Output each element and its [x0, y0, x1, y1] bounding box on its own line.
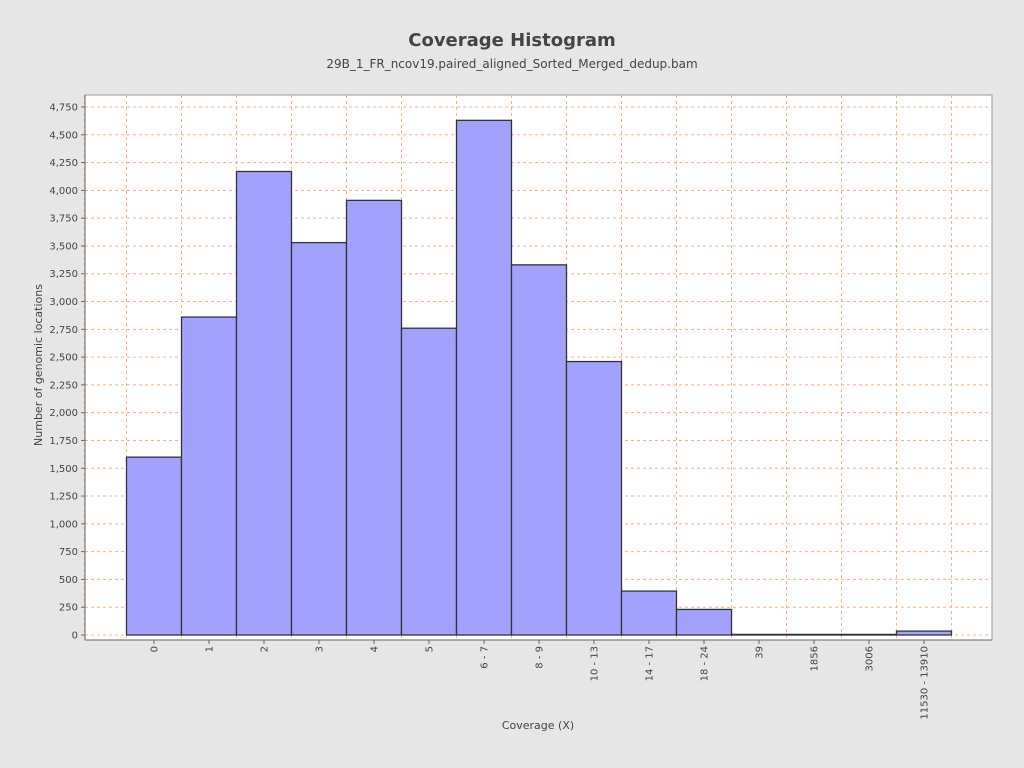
histogram-bar: [180, 316, 238, 636]
y-tick-label: 2,250: [49, 380, 78, 391]
x-tick-label: 6 - 7: [480, 646, 491, 669]
x-tick-label: 3006: [865, 646, 876, 671]
histogram-bar: [840, 633, 898, 636]
x-tick-label: 14 - 17: [645, 646, 656, 681]
x-tick-label: 39: [755, 646, 766, 659]
x-tick-label: 2: [260, 646, 271, 652]
y-tick-label: 2,500: [49, 353, 78, 364]
bars: [125, 119, 953, 636]
x-tick-label: 0: [150, 646, 161, 652]
y-tick-label: 1,000: [49, 519, 78, 530]
y-tick-label: 3,250: [49, 269, 78, 280]
histogram-bar: [785, 633, 843, 636]
y-tick-label: 4,250: [49, 158, 78, 169]
histogram-bar: [510, 264, 568, 636]
y-tick-label: 1,250: [49, 492, 78, 503]
histogram-bar: [565, 360, 623, 636]
histogram-bar: [290, 241, 348, 636]
y-tick-label: 4,000: [49, 186, 78, 197]
x-axis-label: Coverage (X): [502, 719, 574, 732]
x-tick-label: 3: [315, 646, 326, 652]
x-tick-label: 1: [205, 646, 216, 652]
y-tick-label: 250: [59, 603, 78, 614]
histogram-bar: [235, 170, 293, 636]
y-tick-label: 1,750: [49, 436, 78, 447]
x-tick-label: 10 - 13: [590, 646, 601, 681]
histogram-bar: [675, 608, 733, 636]
y-tick-label: 3,500: [49, 241, 78, 252]
y-tick-label: 3,750: [49, 214, 78, 225]
chart-subtitle: 29B_1_FR_ncov19.paired_aligned_Sorted_Me…: [326, 57, 698, 71]
histogram-bar: [895, 630, 953, 636]
y-tick-label: 2,750: [49, 325, 78, 336]
histogram-bar: [455, 119, 513, 636]
histogram-bar: [125, 456, 183, 636]
x-tick-label: 5: [425, 646, 436, 652]
y-tick-label: 500: [59, 575, 78, 586]
y-axis-label: Number of genomic locations: [32, 284, 45, 446]
y-tick-label: 0: [72, 631, 78, 642]
y-tick-label: 3,000: [49, 297, 78, 308]
y-tick-label: 750: [59, 547, 78, 558]
x-tick-label: 4: [370, 646, 381, 652]
x-tick-label: 18 - 24: [700, 646, 711, 681]
axes: 02505007501,0001,2501,5001,7502,0002,250…: [49, 95, 992, 720]
histogram-bar: [730, 633, 788, 636]
y-tick-label: 1,500: [49, 464, 78, 475]
histogram-bar: [345, 199, 403, 636]
y-tick-label: 4,500: [49, 130, 78, 141]
x-tick-label: 1856: [810, 646, 821, 671]
chart-title: Coverage Histogram: [408, 30, 616, 51]
y-tick-label: 2,000: [49, 408, 78, 419]
histogram-bar: [400, 327, 458, 636]
histogram-bar: [620, 590, 678, 636]
y-tick-label: 4,750: [49, 103, 78, 114]
x-tick-label: 11530 - 13910: [920, 646, 931, 720]
x-tick-label: 8 - 9: [535, 646, 546, 669]
